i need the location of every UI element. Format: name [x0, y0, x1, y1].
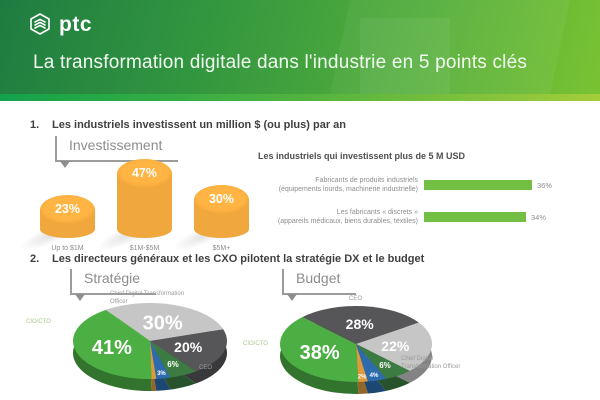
pie-slice	[150, 341, 157, 379]
pie-slice	[356, 344, 368, 382]
header-accent-strip	[0, 94, 600, 101]
investment-chart-title: Investissement	[55, 136, 179, 168]
section-1-heading: 1. Les industriels investissent un milli…	[30, 119, 346, 131]
bar-row-label: Fabricants de produits industriels (équip…	[278, 177, 418, 194]
cylinder-category: $5M+	[212, 245, 231, 252]
bar-value: 34%	[531, 212, 547, 222]
pie-slice	[72, 309, 152, 379]
cylinder-top	[40, 195, 95, 225]
pie-slice	[302, 305, 419, 344]
bar-row-label: Les fabricants « discrets » (appareils mé…	[277, 209, 418, 226]
pie-slice-value: 2%	[358, 374, 367, 380]
pie-slice-value: 4%	[370, 373, 379, 379]
cylinder-bar: 23% Up to $1M	[15, 195, 95, 258]
strategy-cdto-label: Chief Digital Transformation Officer	[110, 291, 185, 305]
budget-cio-cto-label: CIO/CTO	[243, 341, 268, 347]
ptc-logo: ptc	[28, 12, 92, 36]
cylinder-value: 23%	[54, 202, 81, 216]
section-title: Les directeurs généraux et les CXO pilot…	[52, 253, 425, 265]
pie-slice-value: 20%	[174, 339, 203, 355]
budget-cdto-label: Chief Digital Transformation Officer	[401, 356, 461, 370]
pie-slice-value: 41%	[92, 337, 132, 359]
pie-slice-value: 30%	[143, 312, 183, 334]
bar-chart-title: Les industriels qui investissent plus de…	[258, 151, 466, 161]
bar-row: Les fabricants « discrets » (appareils mé…	[252, 208, 592, 226]
cylinder-top	[117, 159, 172, 189]
pie-slice-value: 6%	[167, 360, 179, 369]
section-2-heading: 2. Les directeurs généraux et les CXO pi…	[30, 253, 424, 265]
bar-value: 36%	[537, 180, 553, 190]
pie-slice-value: 3%	[157, 371, 166, 377]
cylinder-bar: 47% $1M-$5M	[92, 159, 172, 258]
cylinder-top	[194, 185, 249, 215]
strategy-ceo-label: CEO	[199, 365, 213, 371]
pie-slice	[105, 302, 224, 341]
budget-pie-title: Budget	[282, 269, 357, 301]
section-number: 1.	[30, 119, 40, 131]
bar	[424, 180, 532, 191]
pie-slice-value: 22%	[381, 338, 410, 354]
pie-slice-value: 38%	[300, 342, 340, 364]
investment-over-5m-chart: Les industriels qui investissent plus de…	[252, 151, 592, 240]
brand-name: ptc	[59, 12, 92, 36]
pie-slice	[356, 344, 410, 379]
pie-charts: 30%20%6%3%41%28%22%6%4%2%38%	[72, 302, 433, 394]
bar-chart-rows: Fabricants de produits industriels (équip…	[252, 176, 592, 226]
cylinder-value: 47%	[131, 166, 158, 180]
budget-ceo-label: CEO	[349, 296, 363, 302]
section-title: Les industriels investissent un million …	[52, 119, 346, 131]
cylinder-bar: 30% $5M+	[169, 185, 249, 258]
bar	[424, 212, 526, 223]
pie-slice	[150, 329, 227, 372]
cylinder-category: Up to $1M	[51, 245, 84, 252]
ptc-logo-icon	[28, 12, 52, 36]
pie-slice	[150, 341, 171, 379]
pie-slice	[356, 344, 387, 382]
pie-slice	[280, 317, 359, 382]
pie-slice	[150, 341, 197, 378]
strategy-pie-title: Stratégie	[70, 269, 157, 301]
pie-slice	[356, 322, 433, 371]
strategy-cio-cto-label: CIO/CTO	[26, 319, 51, 325]
bar-row: Fabricants de produits industriels (équip…	[252, 176, 592, 194]
header-photo-overlay	[360, 18, 450, 94]
investment-cylinder-chart: 23% Up to $1M 47% $1M-$5M 30% $5M+	[15, 158, 260, 258]
pie-slice-value: 28%	[346, 316, 375, 332]
cylinder-value: 30%	[208, 192, 235, 206]
header: ptc La transformation digitale dans l'in…	[0, 0, 600, 94]
cylinder-category: $1M-$5M	[129, 245, 160, 252]
section-number: 2.	[30, 253, 40, 265]
page-title: La transformation digitale dans l'indust…	[33, 52, 528, 73]
pie-slice-value: 6%	[379, 361, 391, 370]
